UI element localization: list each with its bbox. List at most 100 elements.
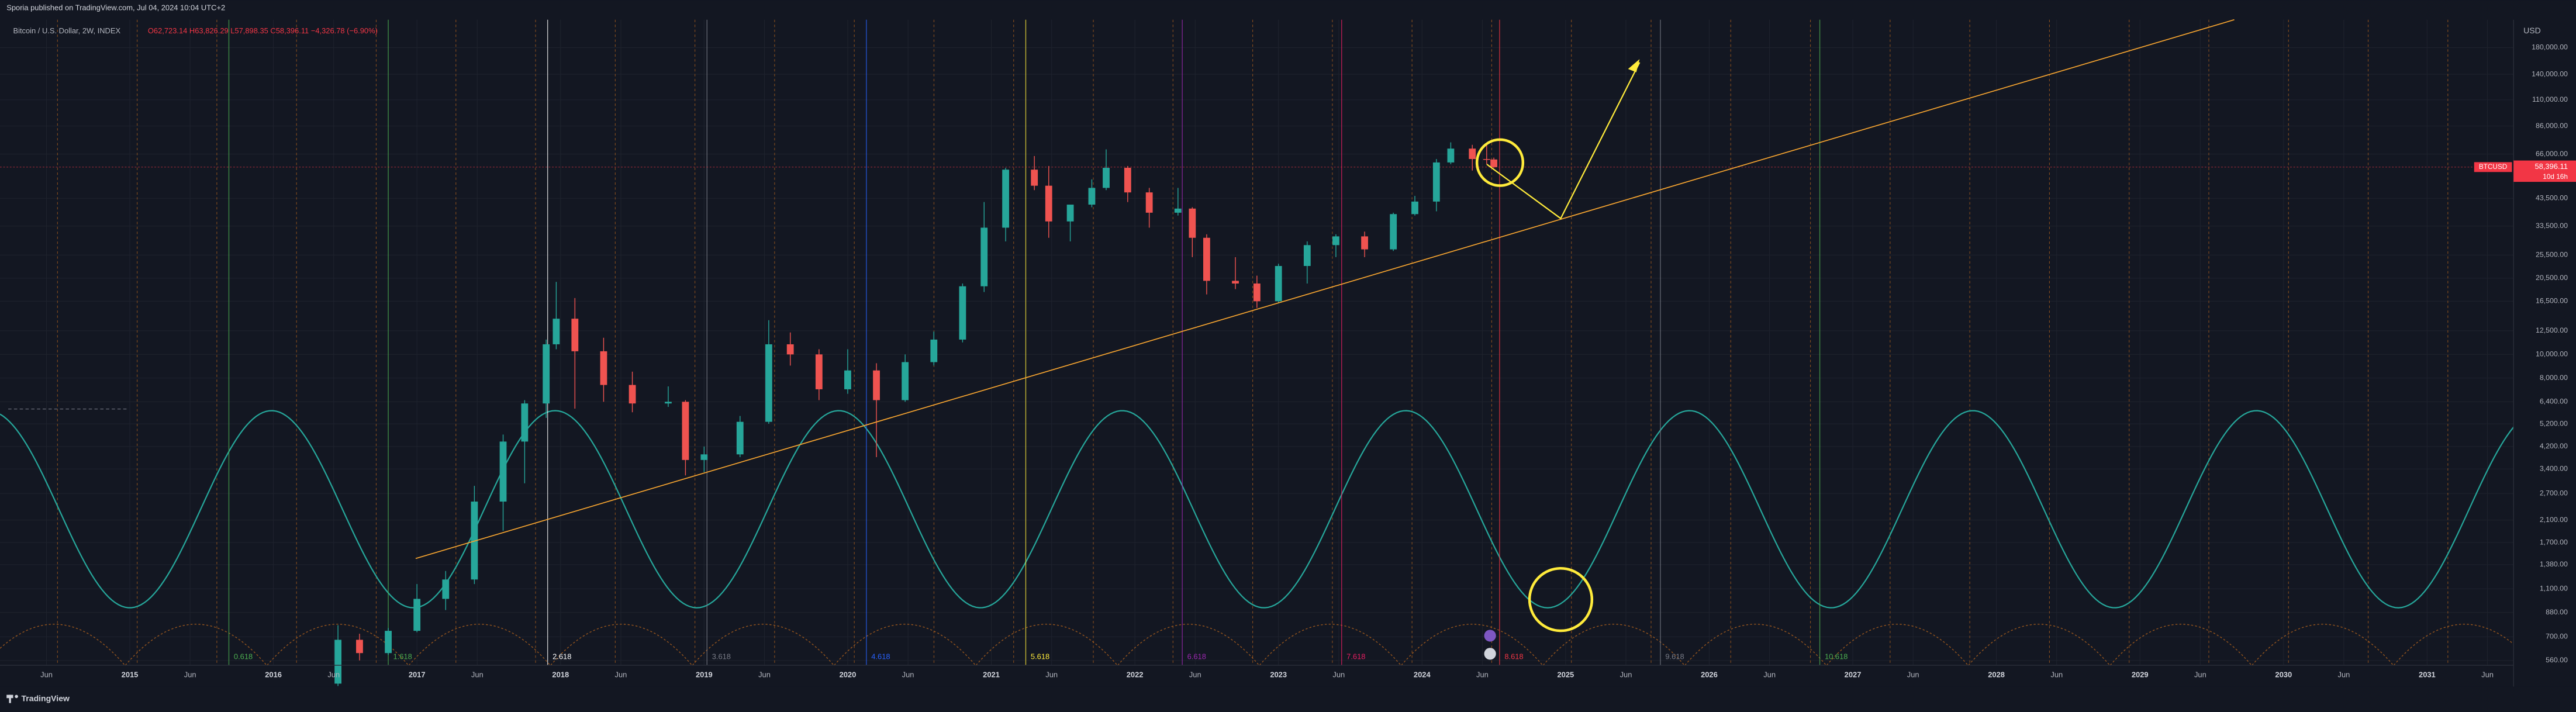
- cycle-arc: [125, 624, 267, 666]
- x-tick-label: 2015: [122, 670, 139, 679]
- x-tick-label: 2024: [1414, 670, 1431, 679]
- candle-body: [1361, 236, 1368, 250]
- candle-body: [930, 339, 938, 362]
- fib-label: 0.618: [234, 652, 253, 661]
- logo: [9, 694, 11, 703]
- highlight-circle: [1475, 138, 1525, 187]
- arrow-head: [1628, 59, 1640, 72]
- x-tick-label: 2021: [983, 670, 1000, 679]
- x-tick-label: Jun: [2338, 670, 2350, 679]
- x-tick-label: 2016: [265, 670, 282, 679]
- cycle-arc: [1968, 624, 2111, 666]
- y-tick-label: 86,000.00: [2536, 122, 2568, 130]
- cycle-arc: [0, 624, 126, 666]
- y-tick-label: 4,200.00: [2540, 442, 2568, 450]
- candle-body: [629, 385, 636, 404]
- y-tick-label: 2,700.00: [2540, 489, 2568, 497]
- candle-body: [1469, 148, 1476, 160]
- x-tick-label: Jun: [2481, 670, 2494, 679]
- trend-line: [415, 19, 2235, 559]
- candle-body: [1447, 148, 1455, 163]
- x-tick-label: 2022: [1127, 670, 1144, 679]
- candle-body: [786, 344, 794, 355]
- x-tick-label: 2020: [840, 670, 857, 679]
- logo: [15, 694, 18, 699]
- candle-body: [385, 631, 392, 654]
- candle-body: [682, 402, 689, 460]
- x-tick-label: 2017: [409, 670, 426, 679]
- x-tick-label: Jun: [615, 670, 627, 679]
- price-tag: [2513, 160, 2576, 182]
- x-tick-label: Jun: [2050, 670, 2063, 679]
- candle-body: [571, 319, 579, 351]
- y-tick-label: 43,500.00: [2536, 194, 2568, 202]
- candle-body: [902, 362, 909, 400]
- fib-label: 7.618: [1346, 652, 1365, 661]
- brand[interactable]: TradingView: [22, 693, 70, 703]
- cycle-arc: [2109, 624, 2252, 666]
- symbol-label: BTCUSD: [2479, 163, 2508, 171]
- event-icon: [1484, 630, 1496, 642]
- x-tick-label: Jun: [2194, 670, 2206, 679]
- footer: [0, 686, 2576, 712]
- x-tick-label: 2026: [1701, 670, 1718, 679]
- fib-label: 3.618: [712, 652, 731, 661]
- y-tick-label: 3,400.00: [2540, 464, 2568, 472]
- cycle-arc: [1826, 624, 1969, 666]
- x-tick-label: 2023: [1270, 670, 1287, 679]
- candle-body: [1031, 170, 1038, 186]
- x-tick-label: Jun: [40, 670, 53, 679]
- candle-body: [1203, 237, 1210, 281]
- cycle-arc: [408, 624, 551, 666]
- candles: [334, 142, 1497, 686]
- candle-body: [442, 579, 450, 599]
- symbol-tag: [2474, 162, 2512, 172]
- x-tick-label: 2029: [2132, 670, 2149, 679]
- y-tick-label: 1,700.00: [2540, 538, 2568, 546]
- x-tick-label: Jun: [184, 670, 196, 679]
- candle-body: [1483, 159, 1490, 160]
- candle-body: [980, 227, 988, 286]
- candle-body: [600, 351, 607, 385]
- x-tick-label: Jun: [327, 670, 340, 679]
- x-tick-label: Jun: [758, 670, 771, 679]
- candle-body: [356, 640, 363, 654]
- candle-body: [553, 319, 560, 344]
- price-axis: [2513, 0, 2576, 687]
- fib-label: 6.618: [1187, 652, 1206, 661]
- y-tick-label: 880.00: [2546, 608, 2568, 616]
- y-tick-label: 2,100.00: [2540, 516, 2568, 524]
- x-tick-label: Jun: [1189, 670, 1201, 679]
- y-tick-label: 1,100.00: [2540, 584, 2568, 592]
- y-tick-label: 20,500.00: [2536, 274, 2568, 282]
- highlight-circle: [1528, 567, 1594, 632]
- cycle-arc: [550, 624, 693, 666]
- x-tick-label: 2018: [552, 670, 569, 679]
- candle-body: [413, 599, 421, 631]
- y-tick-label: 33,500.00: [2536, 222, 2568, 230]
- candle-body: [1253, 284, 1261, 302]
- candle-body: [1432, 162, 1440, 202]
- candle-body: [1189, 208, 1196, 238]
- x-tick-label: Jun: [902, 670, 914, 679]
- candle-body: [1002, 170, 1009, 228]
- candle-body: [1103, 168, 1110, 188]
- candle-body: [815, 354, 823, 389]
- candle-body: [1411, 201, 1418, 215]
- candle-body: [959, 286, 966, 340]
- y-tick-label: 140,000.00: [2532, 70, 2568, 78]
- x-tick-label: Jun: [1763, 670, 1776, 679]
- candle-body: [1332, 236, 1339, 246]
- x-tick-label: 2019: [696, 670, 713, 679]
- y-tick-label: 560.00: [2546, 656, 2568, 664]
- candle-body: [471, 502, 478, 580]
- candle-body: [665, 402, 672, 404]
- x-tick-label: Jun: [471, 670, 484, 679]
- x-tick-label: Jun: [1620, 670, 1632, 679]
- candle-body: [1275, 266, 1282, 302]
- y-tick-label: 110,000.00: [2532, 95, 2568, 103]
- fib-label: 4.618: [871, 652, 890, 661]
- y-tick-label: 8,000.00: [2540, 374, 2568, 382]
